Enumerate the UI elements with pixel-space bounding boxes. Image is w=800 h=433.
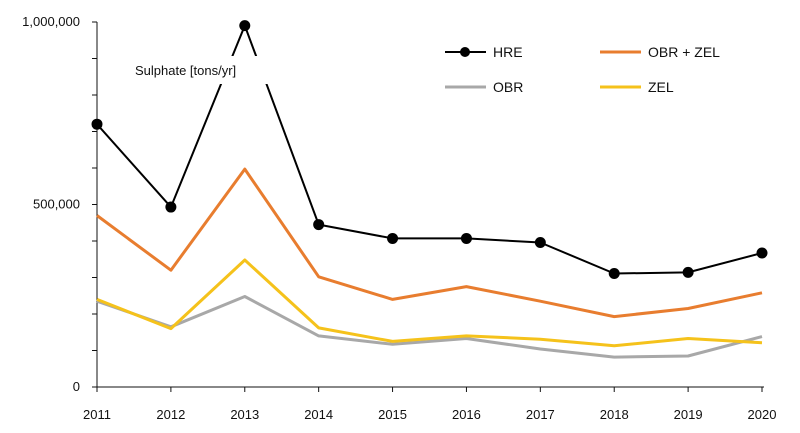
series-obr-zel [96, 167, 763, 319]
x-tick-label-2019: 2019 [674, 407, 703, 422]
x-tick-label-2012: 2012 [156, 407, 185, 422]
point-hre-2017 [534, 236, 546, 248]
x-tick-label-2015: 2015 [378, 407, 407, 422]
series-line-zel [96, 258, 763, 348]
annotation: Sulphate [tons/yr] [128, 56, 274, 84]
series-line-hre [96, 24, 763, 275]
legend-item-obr-zel: OBR + ZEL [600, 44, 720, 60]
point-hre-2018 [608, 267, 620, 279]
x-axis-ticks: 2011 2012 2013 2014 2015 2016 2017 2018 2019 2020 [83, 387, 776, 422]
legend-label-hre: HRE [493, 44, 523, 60]
legend-label-obr: OBR [493, 79, 523, 95]
point-hre-2013 [239, 20, 251, 32]
x-tick-label-2011: 2011 [83, 407, 111, 422]
legend-item-zel: ZEL [600, 79, 674, 95]
series-line-obr [96, 295, 763, 359]
legend-item-obr: OBR [445, 79, 523, 95]
y-tick-label-0: 0 [73, 379, 80, 394]
y-tick-label-500000: 500,000 [33, 197, 80, 212]
y-tick-label-1000000: 1,000,000 [22, 14, 80, 29]
y-axis-ticks: 0 500,000 1,000,000 [22, 14, 97, 394]
series-obr [96, 295, 763, 359]
point-hre-2020 [756, 247, 768, 259]
x-tick-label-2017: 2017 [526, 407, 555, 422]
point-hre-2012 [165, 201, 177, 213]
series-zel [96, 258, 763, 348]
x-tick-label-2020: 2020 [748, 407, 777, 422]
legend-label-obr-zel: OBR + ZEL [648, 44, 720, 60]
x-tick-label-2013: 2013 [230, 407, 259, 422]
series-layer [91, 20, 768, 359]
point-hre-2019 [682, 266, 694, 278]
x-tick-label-2016: 2016 [452, 407, 481, 422]
legend-marker-hre [460, 47, 470, 57]
series-hre [91, 20, 768, 279]
point-hre-2016 [460, 232, 472, 244]
x-tick-label-2018: 2018 [600, 407, 629, 422]
annotation-box [128, 56, 274, 84]
annotation-text: Sulphate [tons/yr] [135, 63, 236, 78]
legend: HRE OBR + ZEL OBR ZEL [445, 44, 720, 95]
legend-item-hre: HRE [445, 44, 523, 60]
x-tick-label-2014: 2014 [304, 407, 333, 422]
legend-label-zel: ZEL [648, 79, 674, 95]
point-hre-2011 [91, 118, 103, 130]
point-hre-2014 [313, 219, 325, 231]
point-hre-2015 [387, 232, 399, 244]
series-line-obr-zel [96, 167, 763, 319]
